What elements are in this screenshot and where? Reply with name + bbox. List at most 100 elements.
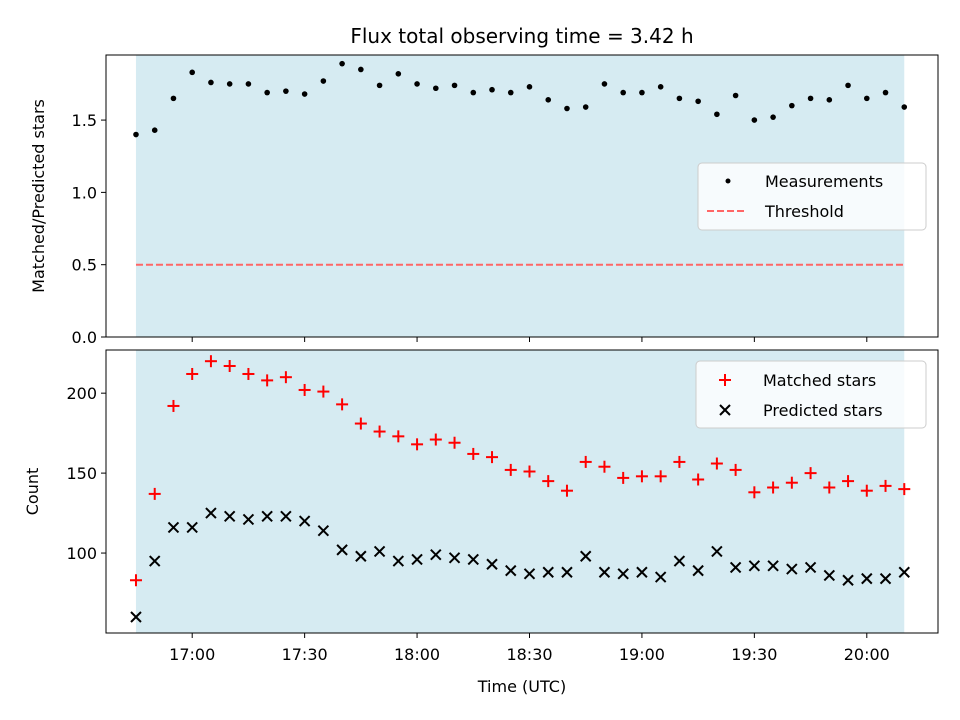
measurement-point bbox=[339, 60, 345, 67]
predicted-star-point bbox=[767, 560, 779, 572]
matched-star-point bbox=[336, 398, 349, 411]
predicted-star-point bbox=[223, 510, 236, 522]
ratio-x-ticks bbox=[191, 337, 868, 342]
matched-star-point bbox=[673, 455, 686, 468]
measurement-point bbox=[882, 89, 889, 96]
matched-star-point bbox=[298, 383, 311, 396]
matched-star-point bbox=[411, 438, 424, 451]
predicted-star-point bbox=[205, 507, 217, 519]
measurement-point bbox=[133, 131, 139, 138]
ratio-legend: Measurements Threshold bbox=[697, 162, 927, 231]
predicted-star-point bbox=[467, 553, 479, 566]
matched-star-point bbox=[842, 475, 855, 488]
predicted-star-point bbox=[430, 548, 442, 561]
legend-matched-marker bbox=[719, 374, 731, 386]
predicted-star-point bbox=[523, 568, 536, 580]
predicted-star-point bbox=[298, 515, 311, 527]
legend-measurements-marker bbox=[725, 178, 731, 184]
predicted-star-point bbox=[486, 558, 498, 570]
measurement-point bbox=[526, 84, 533, 90]
predicted-star-point bbox=[729, 561, 742, 574]
predicted-star-point bbox=[561, 566, 573, 578]
predicted-star-point bbox=[317, 524, 330, 537]
predicted-star-point bbox=[355, 550, 367, 562]
legend-matched-label: Matched stars bbox=[763, 371, 876, 390]
measurement-point bbox=[489, 86, 495, 93]
count-legend: Matched stars Predicted stars bbox=[695, 360, 927, 429]
count-y-ticks: 100 150 200 bbox=[66, 384, 106, 563]
measurement-point bbox=[807, 95, 814, 102]
predicted-star-point bbox=[823, 569, 836, 582]
predicted-star-point bbox=[505, 564, 517, 577]
matched-star-point bbox=[242, 367, 255, 380]
y-tick-label: 1.0 bbox=[72, 183, 97, 202]
ratio-panel: 0.0 0.5 1.0 1.5 Matched/Predicted stars Mea… bbox=[29, 54, 939, 347]
matched-star-point bbox=[823, 481, 836, 494]
measurement-point bbox=[545, 97, 552, 103]
predicted-star-point bbox=[242, 513, 255, 526]
measurement-point bbox=[433, 85, 439, 92]
measurement-point bbox=[826, 97, 833, 103]
predicted-star-point bbox=[280, 510, 292, 522]
y-tick-label: 100 bbox=[66, 544, 97, 563]
predicted-star-point bbox=[448, 552, 461, 564]
measurement-point bbox=[151, 127, 158, 133]
predicted-star-point bbox=[879, 572, 892, 585]
predicted-star-point bbox=[130, 611, 142, 623]
count-legend-box bbox=[695, 360, 927, 429]
predicted-star-point bbox=[411, 553, 423, 566]
measurement-point bbox=[657, 84, 664, 90]
measurement-point bbox=[863, 95, 870, 102]
matched-star-point bbox=[729, 463, 742, 476]
predicted-star-point bbox=[842, 574, 854, 586]
predicted-star-point bbox=[261, 510, 273, 522]
count-y-axis-label: Count bbox=[23, 468, 42, 516]
predicted-star-point bbox=[373, 545, 386, 558]
matched-star-point bbox=[748, 486, 761, 499]
measurement-point bbox=[208, 79, 214, 86]
measurement-point bbox=[751, 117, 758, 123]
x-tick-label: 20:00 bbox=[844, 645, 890, 664]
matched-star-point bbox=[598, 460, 611, 473]
x-tick-label: 17:30 bbox=[282, 645, 328, 664]
matched-star-point bbox=[710, 457, 723, 470]
ratio-plot-frame bbox=[105, 54, 939, 338]
predicted-star-point bbox=[167, 521, 180, 534]
matched-star-point bbox=[804, 467, 817, 480]
matched-star-point bbox=[148, 487, 161, 500]
predicted-star-point bbox=[654, 571, 667, 583]
measurement-point bbox=[620, 89, 626, 96]
y-tick-label: 200 bbox=[66, 384, 97, 403]
measurement-point bbox=[245, 81, 252, 87]
matched-star-point bbox=[261, 374, 274, 387]
matched-star-point bbox=[392, 430, 405, 443]
measurement-point bbox=[695, 98, 701, 105]
predicted-star-point bbox=[636, 566, 648, 578]
x-tick-label: 19:30 bbox=[731, 645, 777, 664]
measurement-point bbox=[639, 89, 645, 96]
matched-star-point bbox=[373, 425, 386, 438]
y-tick-label: 0.0 bbox=[72, 328, 97, 347]
predicted-star-point bbox=[786, 563, 798, 575]
matched-star-point bbox=[167, 399, 180, 412]
legend-threshold-label: Threshold bbox=[764, 202, 844, 221]
measurement-point bbox=[451, 82, 458, 89]
x-tick-label: 17:00 bbox=[169, 645, 215, 664]
x-tick-label: 19:00 bbox=[619, 645, 665, 664]
measurement-point bbox=[564, 105, 570, 112]
measurement-point bbox=[189, 69, 195, 76]
measurement-point bbox=[395, 71, 402, 77]
measurement-point bbox=[358, 66, 364, 73]
measurement-point bbox=[264, 89, 270, 96]
y-tick-label: 1.5 bbox=[72, 111, 97, 130]
predicted-star-point bbox=[336, 544, 348, 556]
predicted-star-point bbox=[580, 550, 592, 562]
ratio-legend-box bbox=[697, 162, 927, 231]
matched-star-point bbox=[317, 385, 330, 398]
x-tick-label: 18:00 bbox=[394, 645, 440, 664]
measurement-point bbox=[770, 114, 776, 120]
matched-star-point bbox=[279, 371, 292, 384]
measurement-point bbox=[170, 95, 177, 102]
measurement-point bbox=[226, 81, 233, 87]
measurement-point bbox=[470, 89, 477, 96]
